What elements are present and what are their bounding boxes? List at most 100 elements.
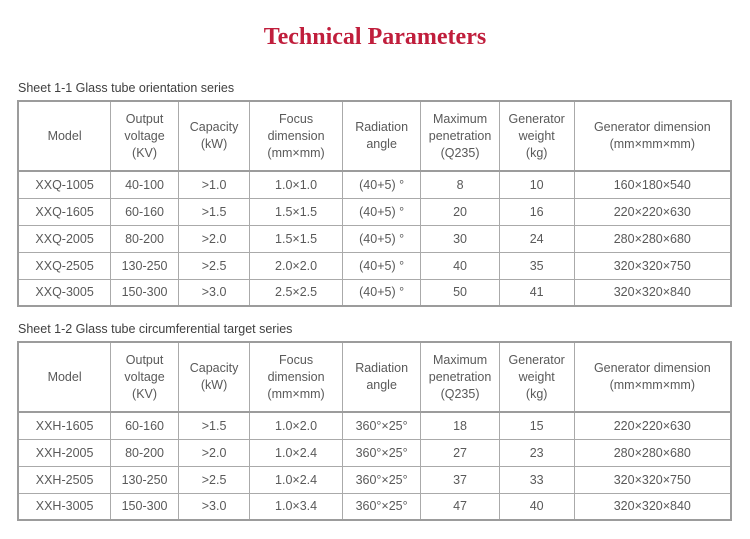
header-cell: Generator weight (kg) <box>498 341 575 413</box>
sheet-1-2-caption: Sheet 1-2 Glass tube circumferential tar… <box>18 322 293 336</box>
table-cell: 18 <box>420 411 500 440</box>
table-cell: 8 <box>420 170 500 199</box>
table-row: XXQ-1605 60-160 >1.5 1.5×1.5 (40+5) ° 20 16 220… <box>17 197 732 226</box>
table-cell: 23 <box>498 438 575 467</box>
sheet-1-2-table: Model Output voltage (KV) Capacity (kW) Foc… <box>17 341 732 521</box>
header-cell: Maximum penetration (Q235) <box>420 100 500 172</box>
table-row: XXH-2005 80-200 >2.0 1.0×2.4 360°×25° 27 23 280… <box>17 438 732 467</box>
table-cell: 320×320×840 <box>573 278 732 307</box>
table-cell: 20 <box>420 197 500 226</box>
table-cell: 360°×25° <box>341 411 422 440</box>
table-row: XXQ-2005 80-200 >2.0 1.5×1.5 (40+5) ° 30 24 280… <box>17 224 732 253</box>
table-cell: 40-100 <box>110 170 179 199</box>
table-cell: 220×220×630 <box>573 411 732 440</box>
table-cell: 30 <box>420 224 500 253</box>
table-cell: XXQ-1605 <box>17 197 112 226</box>
table-cell: >2.0 <box>177 438 251 467</box>
table-cell: 24 <box>498 224 575 253</box>
header-cell: Output voltage (KV) <box>110 100 179 172</box>
table-cell: 160×180×540 <box>573 170 732 199</box>
sheet-1-2-section: Sheet 1-2 Glass tube circumferential tar… <box>0 321 750 521</box>
table-cell: XXH-2505 <box>17 465 112 494</box>
table-cell: 320×320×750 <box>573 251 732 280</box>
header-cell: Model <box>17 341 112 413</box>
header-cell: Generator dimension (mm×mm×mm) <box>573 100 732 172</box>
table-cell: 360°×25° <box>341 492 422 521</box>
table-cell: >3.0 <box>177 492 251 521</box>
table-cell: 15 <box>498 411 575 440</box>
table-cell: (40+5) ° <box>341 224 422 253</box>
table-row: XXH-2505 130-250 >2.5 1.0×2.4 360°×25° 37 33 32… <box>17 465 732 494</box>
header-cell: Output voltage (KV) <box>110 341 179 413</box>
table-row: XXQ-3005 150-300 >3.0 2.5×2.5 (40+5) ° 50 41 32… <box>17 278 732 307</box>
table-cell: >2.0 <box>177 224 251 253</box>
table-cell: 150-300 <box>110 492 179 521</box>
table-cell: 60-160 <box>110 411 179 440</box>
header-cell: Maximum penetration (Q235) <box>420 341 500 413</box>
table-cell: XXH-2005 <box>17 438 112 467</box>
table-row: XXH-1605 60-160 >1.5 1.0×2.0 360°×25° 18 15 220… <box>17 411 732 440</box>
table-cell: 1.0×2.4 <box>249 438 343 467</box>
table-cell: XXQ-1005 <box>17 170 112 199</box>
table-cell: 60-160 <box>110 197 179 226</box>
table-row: XXQ-1005 40-100 >1.0 1.0×1.0 (40+5) ° 8 10 160×… <box>17 170 732 199</box>
table-cell: 1.5×1.5 <box>249 224 343 253</box>
table-cell: 130-250 <box>110 465 179 494</box>
header-cell: Generator weight (kg) <box>498 100 575 172</box>
sheet-1-1-caption: Sheet 1-1 Glass tube orientation series <box>18 81 235 95</box>
table-cell: 80-200 <box>110 224 179 253</box>
table-cell: 320×320×840 <box>573 492 732 521</box>
table-cell: 220×220×630 <box>573 197 732 226</box>
table-cell: XXQ-3005 <box>17 278 112 307</box>
table-cell: >2.5 <box>177 251 251 280</box>
header-cell: Capacity (kW) <box>177 341 251 413</box>
header-cell: Focus dimension (mm×mm) <box>249 341 343 413</box>
header-cell: Radiation angle <box>341 100 422 172</box>
table-cell: 1.0×2.0 <box>249 411 343 440</box>
sheet-1-1-table: Model Output voltage (KV) Capacity (kW) Foc… <box>17 100 732 307</box>
table-cell: XXH-1605 <box>17 411 112 440</box>
table-cell: 320×320×750 <box>573 465 732 494</box>
header-cell: Radiation angle <box>341 341 422 413</box>
table-cell: 35 <box>498 251 575 280</box>
table-cell: XXQ-2505 <box>17 251 112 280</box>
table-cell: (40+5) ° <box>341 278 422 307</box>
table-cell: 360°×25° <box>341 465 422 494</box>
table-cell: 280×280×680 <box>573 438 732 467</box>
sheet-1-1-section: Sheet 1-1 Glass tube orientation series … <box>0 80 750 307</box>
table-cell: >2.5 <box>177 465 251 494</box>
table-cell: (40+5) ° <box>341 251 422 280</box>
table-cell: 280×280×680 <box>573 224 732 253</box>
table-cell: 1.5×1.5 <box>249 197 343 226</box>
table-cell: 40 <box>420 251 500 280</box>
table-cell: 2.0×2.0 <box>249 251 343 280</box>
table-cell: >1.5 <box>177 411 251 440</box>
table-row: XXH-3005 150-300 >3.0 1.0×3.4 360°×25° 47 40 32… <box>17 492 732 521</box>
table-cell: 2.5×2.5 <box>249 278 343 307</box>
table-cell: 37 <box>420 465 500 494</box>
table-cell: 27 <box>420 438 500 467</box>
table-cell: 150-300 <box>110 278 179 307</box>
table-cell: 50 <box>420 278 500 307</box>
table-cell: >3.0 <box>177 278 251 307</box>
table-cell: 1.0×2.4 <box>249 465 343 494</box>
header-row: Model Output voltage (KV) Capacity (kW) Foc… <box>17 341 732 413</box>
table-cell: (40+5) ° <box>341 170 422 199</box>
table-cell: 130-250 <box>110 251 179 280</box>
header-cell: Focus dimension (mm×mm) <box>249 100 343 172</box>
table-cell: XXQ-2005 <box>17 224 112 253</box>
table-cell: >1.0 <box>177 170 251 199</box>
table-cell: 33 <box>498 465 575 494</box>
table-cell: 80-200 <box>110 438 179 467</box>
table-cell: 16 <box>498 197 575 226</box>
header-row: Model Output voltage (KV) Capacity (kW) Foc… <box>17 100 732 172</box>
table-cell: >1.5 <box>177 197 251 226</box>
page-title: Technical Parameters <box>263 24 487 50</box>
table-row: XXQ-2505 130-250 >2.5 2.0×2.0 (40+5) ° 40 35 32… <box>17 251 732 280</box>
table-cell: 1.0×3.4 <box>249 492 343 521</box>
table-cell: 360°×25° <box>341 438 422 467</box>
table-cell: 40 <box>498 492 575 521</box>
table-cell: 41 <box>498 278 575 307</box>
table-cell: 10 <box>498 170 575 199</box>
